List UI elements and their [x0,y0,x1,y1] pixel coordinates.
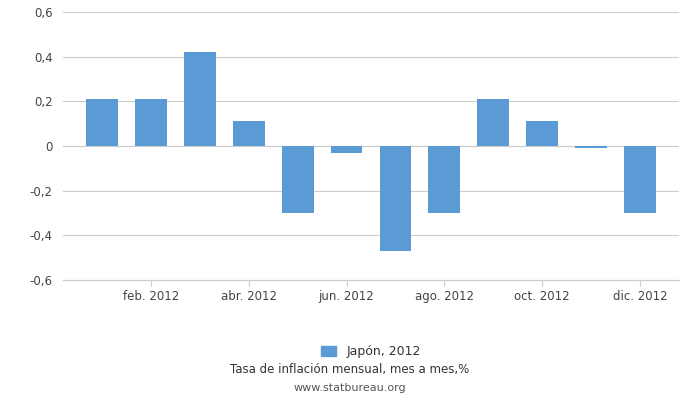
Text: www.statbureau.org: www.statbureau.org [294,383,406,393]
Bar [282,146,314,213]
Bar [233,122,265,146]
Bar [428,146,460,213]
Bar [477,99,509,146]
Bar [624,146,656,213]
Bar [379,146,412,251]
Legend: Japón, 2012: Japón, 2012 [321,345,421,358]
Text: Tasa de inflación mensual, mes a mes,%: Tasa de inflación mensual, mes a mes,% [230,364,470,376]
Bar [184,52,216,146]
Bar [575,146,607,148]
Bar [526,122,558,146]
Bar [86,99,118,146]
Bar [330,146,363,153]
Bar [135,99,167,146]
